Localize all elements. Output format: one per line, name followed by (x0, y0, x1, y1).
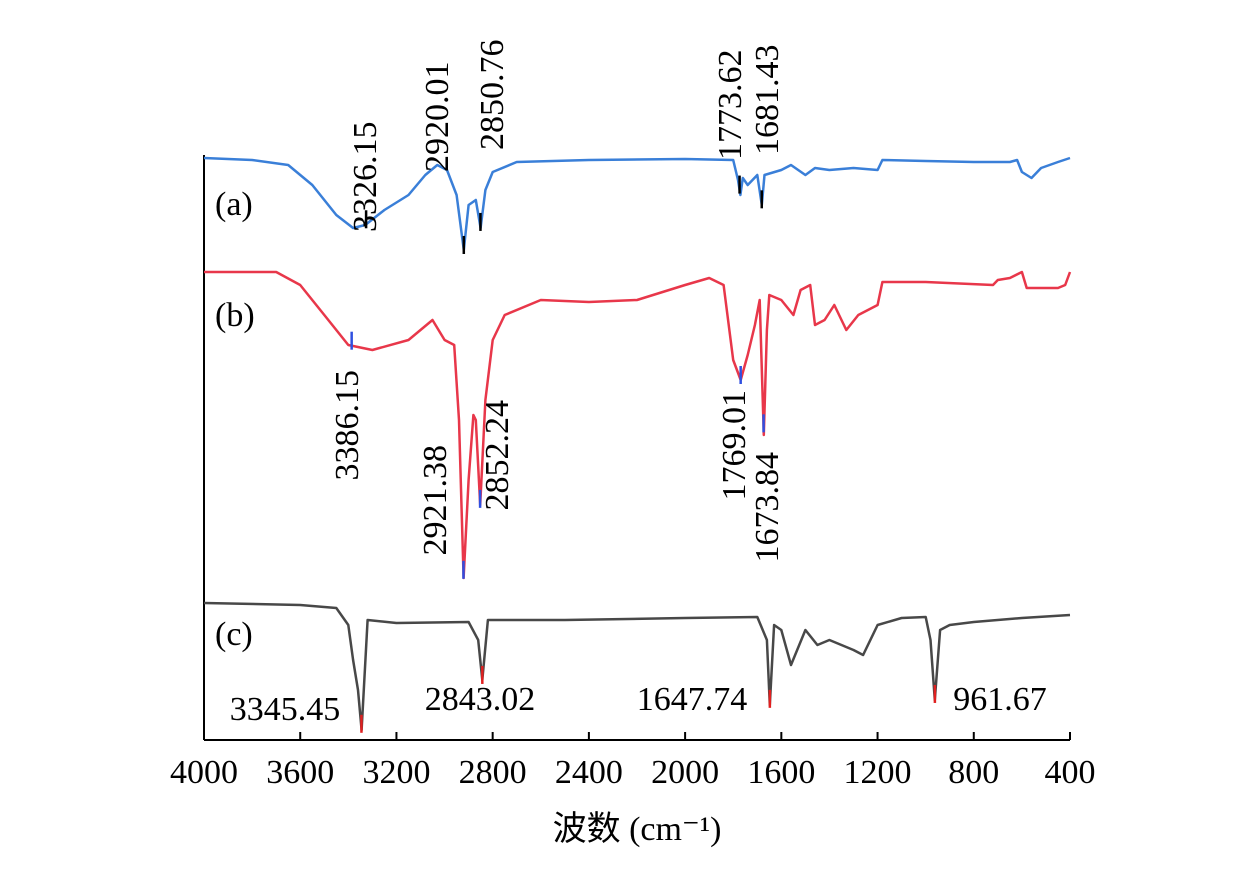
series-label: (c) (215, 616, 253, 653)
x-tick-label: 4000 (170, 754, 238, 791)
peak-label: 3326.15 (347, 122, 384, 233)
x-tick-label: 2800 (459, 754, 527, 791)
x-tick-label: 2400 (555, 754, 623, 791)
x-axis-label: 波数 (cm⁻¹) (553, 810, 722, 848)
peak-label: 1773.62 (712, 50, 749, 161)
peak-label: 2920.01 (419, 62, 456, 173)
peak-label: 2921.38 (417, 445, 454, 556)
peak-label: 961.67 (953, 681, 1047, 718)
x-tick-label: 1200 (844, 754, 912, 791)
peak-label: 3386.15 (329, 370, 366, 481)
series-label: (a) (215, 186, 253, 223)
x-tick-label: 800 (948, 754, 999, 791)
x-tick-label: 3600 (266, 754, 334, 791)
peak-label: 1681.43 (749, 45, 786, 156)
peak-label: 2850.76 (474, 40, 511, 151)
peak-label: 2843.02 (425, 681, 536, 718)
spectrum-line (203, 156, 1071, 252)
peak-label: 1673.84 (749, 452, 786, 563)
peak-label: 2852.24 (479, 400, 516, 511)
x-tick-label: 2000 (651, 754, 719, 791)
series-label: (b) (215, 297, 255, 334)
x-tick-label: 400 (1045, 754, 1096, 791)
peak-label: 1769.01 (716, 390, 753, 501)
peak-label: 3345.45 (230, 691, 341, 728)
x-tick-label: 3200 (362, 754, 430, 791)
peak-label: 1647.74 (637, 681, 748, 718)
x-tick-label: 1600 (747, 754, 815, 791)
